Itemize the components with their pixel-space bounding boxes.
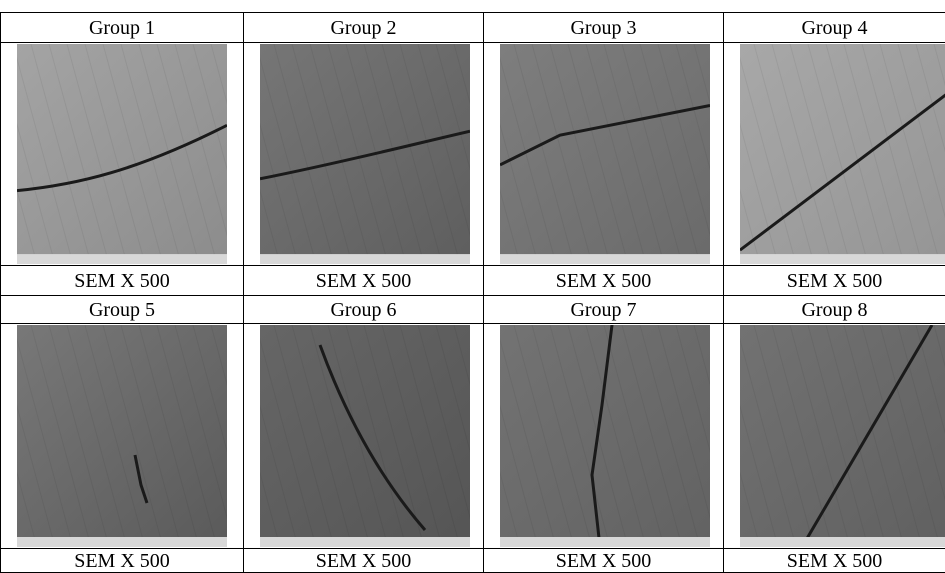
sem-image-cell: [724, 43, 945, 266]
info-bar: [740, 537, 945, 547]
image-row: [1, 324, 945, 549]
group-header: Group 8: [724, 296, 945, 324]
sem-image: [17, 44, 227, 264]
info-bar: [500, 254, 710, 264]
group-header: Group 2: [244, 13, 484, 43]
surface: [260, 325, 470, 547]
caption: SEM X 500: [244, 549, 484, 573]
sem-image-cell: [484, 43, 724, 266]
image-row: [1, 43, 945, 266]
sem-image: [500, 44, 710, 264]
surface: [500, 44, 710, 264]
sem-image: [17, 325, 227, 547]
surface: [17, 325, 227, 547]
sem-image: [740, 44, 945, 264]
info-bar: [500, 537, 710, 547]
info-bar: [740, 254, 945, 264]
info-bar: [260, 537, 470, 547]
group-header: Group 4: [724, 13, 945, 43]
info-bar: [17, 254, 227, 264]
sem-image-cell: [244, 43, 484, 266]
surface: [740, 44, 945, 264]
sem-image: [260, 325, 470, 547]
group-header: Group 5: [1, 296, 244, 324]
group-header: Group 6: [244, 296, 484, 324]
sem-image-cell: [484, 324, 724, 549]
page: Group 1Group 2Group 3Group 4SEM X 500SEM…: [0, 0, 945, 572]
caption: SEM X 500: [484, 266, 724, 296]
surface: [500, 325, 710, 547]
info-bar: [17, 537, 227, 547]
caption: SEM X 500: [1, 549, 244, 573]
sem-image: [260, 44, 470, 264]
caption: SEM X 500: [724, 266, 945, 296]
sem-image-cell: [244, 324, 484, 549]
caption: SEM X 500: [484, 549, 724, 573]
group-header: Group 1: [1, 13, 244, 43]
caption: SEM X 500: [724, 549, 945, 573]
sem-image: [740, 325, 945, 547]
surface: [740, 325, 945, 547]
sem-image-cell: [1, 43, 244, 266]
group-header: Group 3: [484, 13, 724, 43]
sem-image: [500, 325, 710, 547]
group-header: Group 7: [484, 296, 724, 324]
caption: SEM X 500: [1, 266, 244, 296]
sem-image-cell: [724, 324, 945, 549]
surface: [17, 44, 227, 264]
info-bar: [260, 254, 470, 264]
surface: [260, 44, 470, 264]
caption: SEM X 500: [244, 266, 484, 296]
sem-image-cell: [1, 324, 244, 549]
